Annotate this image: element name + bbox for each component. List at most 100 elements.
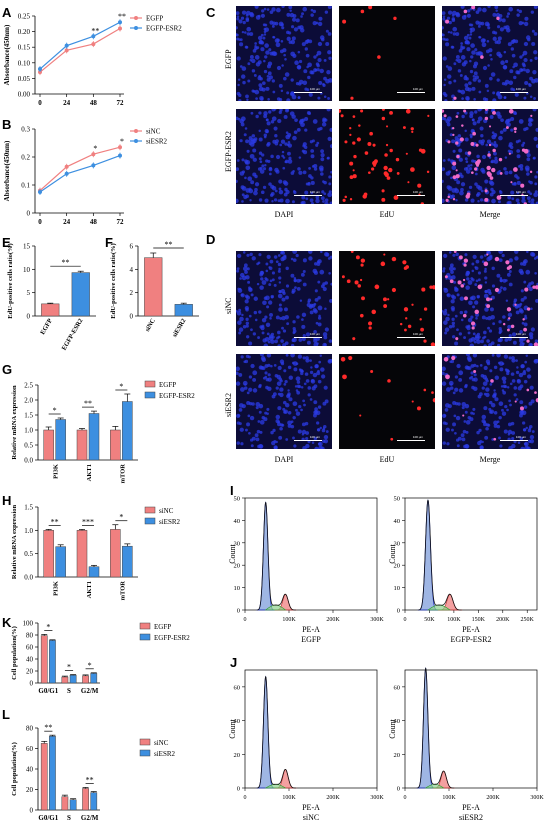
nucleus-dot (485, 426, 489, 431)
data-point (91, 34, 96, 39)
edu-positive-dot (455, 141, 459, 145)
nucleus-dot (530, 201, 535, 204)
nucleus-dot (505, 299, 509, 302)
nucleus-dot (281, 64, 284, 67)
scale-bar-label: 100 μm (309, 87, 320, 91)
nucleus-dot (452, 400, 457, 405)
nucleus-dot (504, 59, 509, 64)
nucleus-dot (242, 20, 246, 25)
nucleus-dot (298, 170, 303, 175)
nucleus-dot (463, 336, 466, 339)
nucleus-dot (472, 75, 476, 78)
nucleus-dot (467, 164, 471, 168)
nucleus-dot (530, 252, 535, 257)
nucleus-dot (486, 361, 491, 366)
nucleus-dot (458, 377, 463, 382)
x-tick-label: mTOR (119, 581, 126, 601)
edu-positive-dot (524, 287, 529, 292)
nucleus-dot (305, 332, 311, 337)
nucleus-dot (445, 42, 450, 47)
nucleus-dot (275, 42, 281, 48)
nucleus-dot (511, 358, 516, 363)
y-axis-title: Count (388, 718, 397, 738)
nucleus-dot (262, 167, 267, 171)
nucleus-dot (249, 153, 255, 159)
nucleus-dot (327, 32, 332, 36)
nucleus-dot (519, 55, 523, 59)
nucleus-dot (313, 337, 317, 341)
nucleus-dot (506, 15, 509, 18)
bar (43, 429, 54, 461)
y-tick-label: 40 (394, 718, 401, 725)
edu-positive-dot (493, 437, 497, 441)
nucleus-dot (511, 379, 516, 383)
nucleus-dot (443, 320, 448, 325)
nucleus-dot (513, 75, 517, 80)
nucleus-dot (254, 318, 258, 322)
panel-label-D: D (206, 232, 216, 247)
x-tick-label: 72 (117, 218, 125, 226)
legend-swatch (139, 738, 151, 746)
nucleus-dot (295, 408, 298, 412)
bar (174, 304, 193, 317)
nucleus-dot (265, 262, 269, 266)
nucleus-dot (535, 298, 538, 303)
nucleus-dot (442, 11, 446, 16)
scale-bar-label: 100 μm (309, 190, 320, 194)
panel-label-F: F (105, 235, 113, 250)
edu-positive-dot (523, 327, 528, 332)
nucleus-dot (474, 182, 478, 186)
nucleus-dot (530, 399, 535, 404)
edu-positive-dot (486, 171, 491, 176)
edu-positive-dot (492, 110, 496, 115)
nucleus-dot (502, 278, 507, 283)
nucleus-dot (471, 86, 476, 91)
nucleus-dot (453, 79, 457, 83)
nucleus-dot (488, 156, 492, 159)
scale-bar (397, 92, 425, 93)
edu-positive-dot (502, 322, 506, 326)
nucleus-dot (450, 31, 453, 34)
x-tick-label: 200K (326, 795, 340, 801)
nucleus-dot (453, 280, 457, 284)
nucleus-dot (277, 118, 282, 124)
nucleus-dot (465, 354, 471, 357)
nucleus-dot (472, 121, 477, 126)
nucleus-dot (249, 415, 255, 421)
nucleus-dot (528, 200, 531, 203)
x-tick-label: S (67, 814, 71, 822)
nucleus-dot (529, 180, 533, 185)
nucleus-dot (269, 312, 274, 317)
nucleus-dot (464, 310, 468, 314)
nucleus-dot (279, 143, 283, 147)
bar (122, 401, 133, 461)
nucleus-dot (465, 285, 470, 290)
edu-positive-dot (371, 167, 375, 171)
nucleus-dot (244, 270, 248, 274)
bar (43, 530, 54, 578)
edu-positive-dot (470, 321, 476, 326)
nucleus-dot (444, 327, 450, 332)
nucleus-dot (270, 430, 274, 435)
edu-positive-dot (523, 202, 528, 204)
histogram-caption: siNC (303, 813, 319, 822)
nucleus-dot (518, 308, 523, 313)
nucleus-dot (317, 96, 321, 100)
nucleus-dot (478, 35, 481, 39)
edu-positive-dot (514, 400, 517, 403)
edu-positive-dot (477, 284, 483, 290)
nucleus-dot (442, 17, 446, 21)
nucleus-dot (238, 308, 242, 312)
microscopy-cells (442, 251, 538, 346)
nucleus-dot (534, 359, 537, 363)
nucleus-dot (521, 195, 526, 200)
nucleus-dot (254, 182, 260, 187)
y-axis-title: Count (388, 543, 397, 563)
data-point (64, 171, 69, 176)
nucleus-dot (327, 6, 332, 10)
nucleus-dot (275, 154, 281, 160)
nucleus-dot (521, 198, 526, 204)
nucleus-dot (266, 305, 270, 309)
